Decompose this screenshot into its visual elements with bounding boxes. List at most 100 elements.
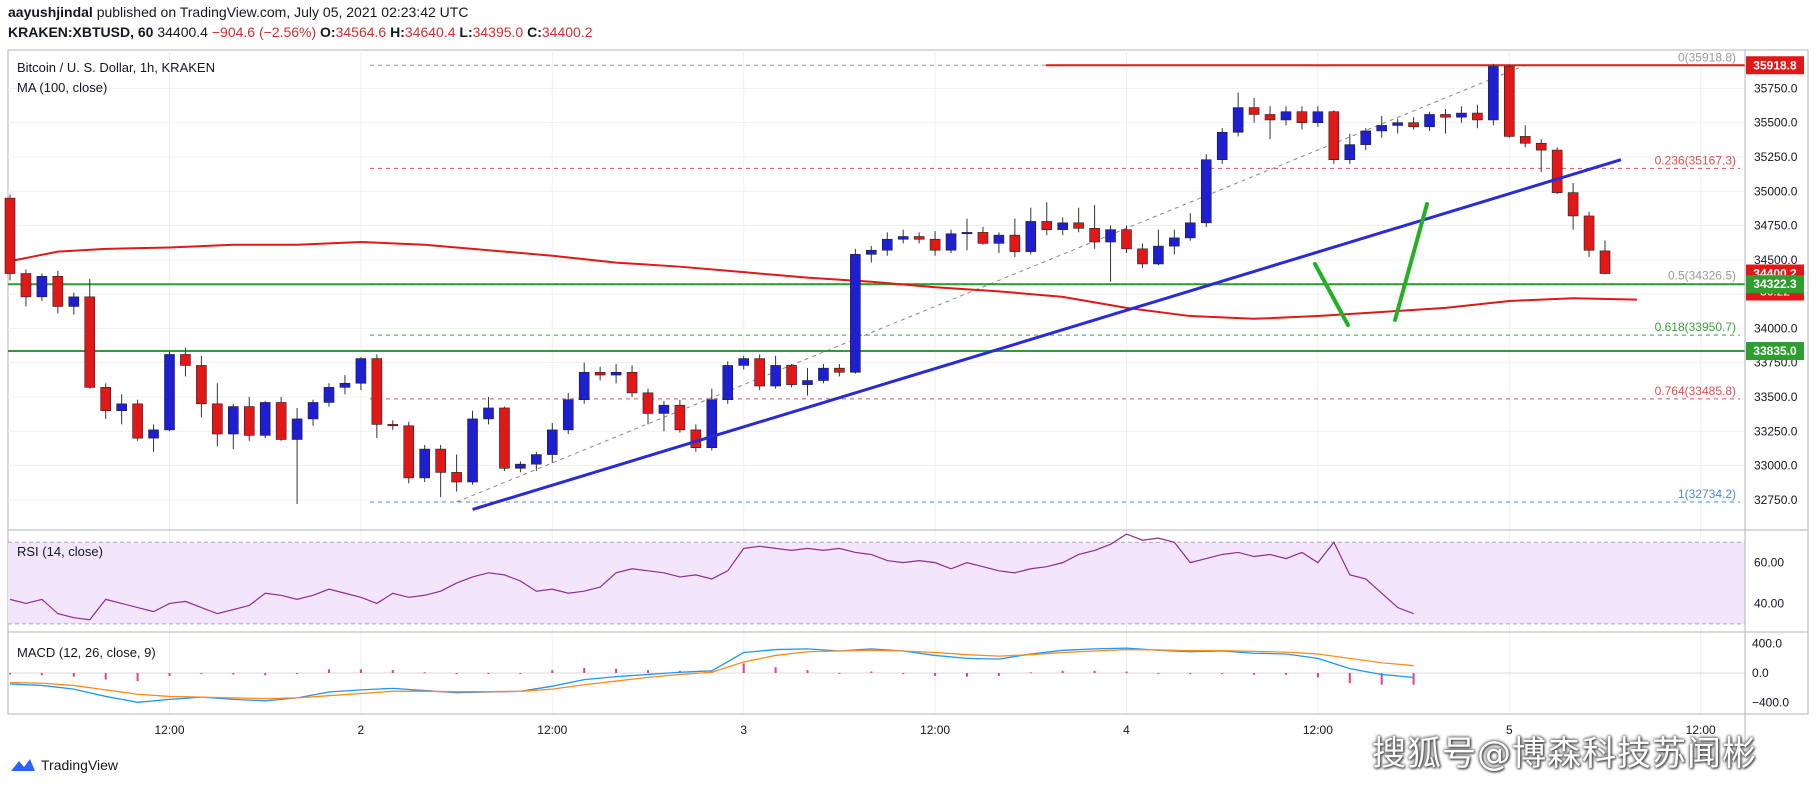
candle-body-40	[642, 392, 654, 414]
candle-body-3	[52, 275, 64, 307]
price-tick-10: 35250.0	[1754, 150, 1798, 164]
candle-body-93	[1488, 66, 1499, 121]
time-axis[interactable]: 12:00 2 12:00 3 12:00 4 12:00 5 12:00	[154, 723, 1716, 737]
macd-hist-bar-17	[551, 670, 554, 673]
candle-body-0	[4, 197, 16, 274]
fibonacci-retracement[interactable]: 0(35918.8) 0.236(35167.3) 0.5(34326.5) 0.61…	[370, 50, 1740, 503]
candle-body-19	[307, 402, 319, 420]
price-label-2: 34322.3	[1753, 277, 1797, 291]
forecast-arrows[interactable]	[1313, 202, 1429, 327]
candle-body-85	[1360, 130, 1372, 145]
macd-hist-bar-43	[1380, 673, 1383, 685]
price-axis[interactable]: USD32750.033000.033250.033500.033750.034…	[1746, 56, 1804, 709]
fib-label-0.618: 0.618(33950.7)	[1655, 320, 1736, 334]
candle-body-95	[1519, 136, 1531, 144]
candle-body-90	[1440, 114, 1451, 118]
macd-hist-bar-18	[583, 667, 586, 673]
macd-hist-bar-15	[487, 673, 490, 674]
candle-body-25	[403, 425, 415, 479]
macd-hist-bar-31	[997, 673, 1000, 676]
macd-hist-bar-35	[1125, 671, 1128, 673]
macd-hist-bar-30	[966, 673, 968, 677]
candle-body-31	[499, 407, 510, 469]
rsi-band	[8, 541, 1745, 625]
candle-body-79	[1264, 114, 1276, 121]
macd-legend: MACD (12, 26, close, 9)	[17, 645, 156, 660]
price-tick-2: 33250.0	[1754, 424, 1798, 438]
candle-body-73	[1169, 237, 1180, 247]
rsi-band-fill	[8, 542, 1745, 624]
candle-body-45	[722, 365, 734, 401]
macd-hist-bar-10	[328, 669, 330, 673]
macd-hist-bar-7	[232, 673, 235, 675]
candle-body-68	[1089, 227, 1100, 243]
candle-body-71	[1137, 248, 1148, 265]
open-label: O:	[320, 24, 336, 40]
candle-body-49	[786, 365, 797, 385]
macd-hist-bar-29	[934, 673, 937, 676]
macd-hist-bar-44	[1412, 673, 1415, 685]
candle-body-57	[913, 236, 925, 240]
fib-label-0: 0(35918.8)	[1678, 50, 1736, 64]
candle-body-76	[1216, 131, 1228, 161]
macd-hist-bar-14	[455, 673, 458, 675]
candle-body-5	[84, 296, 96, 388]
candle-body-81	[1296, 111, 1308, 123]
candle-body-36	[578, 371, 590, 401]
macd-hist-bar-5	[168, 673, 171, 676]
horizontal-lines[interactable]	[8, 64, 1745, 353]
header-published-line: aayushjindal published on TradingView.co…	[8, 4, 468, 20]
macd-hist-bar-20	[647, 670, 649, 673]
time-label-3: 3	[740, 723, 747, 737]
candle-body-33	[531, 454, 542, 465]
author-name[interactable]: aayushjindal	[8, 4, 93, 20]
high-value: 34640.4	[404, 24, 456, 40]
candle-body-21	[339, 382, 351, 388]
candle-body-4	[68, 296, 80, 307]
candle-body-26	[419, 448, 431, 479]
candle-body-47	[754, 358, 765, 387]
candle-body-78	[1248, 107, 1260, 115]
candle-body-28	[451, 472, 462, 483]
pane-dividers	[8, 50, 1808, 742]
candle-body-23	[371, 358, 383, 425]
candle-body-29	[467, 418, 478, 483]
macd-hist-bar-11	[359, 669, 362, 673]
candle-body-44	[706, 399, 718, 449]
price-tick-11: 35500.0	[1754, 116, 1798, 130]
macd-hist-bar-40	[1285, 673, 1287, 675]
candle-body-32	[515, 463, 526, 469]
trendlines[interactable]	[472, 158, 1622, 511]
arrow-down-leg	[1313, 262, 1350, 327]
macd-hist-bar-42	[1348, 673, 1351, 684]
candle-body-1	[20, 273, 32, 298]
macd-hist-bar-8	[264, 673, 267, 676]
candle-body-88	[1408, 122, 1419, 128]
candle-body-16	[259, 402, 271, 436]
macd-hist-bar-41	[1316, 673, 1319, 678]
tradingview-brand: TradingView	[41, 757, 119, 773]
price-tick-9: 35000.0	[1754, 184, 1798, 198]
candle-body-6	[100, 387, 111, 411]
price-tick-7: 34500.0	[1754, 253, 1798, 267]
candle-body-66	[1057, 222, 1068, 230]
candle-body-65	[1041, 221, 1053, 230]
candle-body-80	[1280, 111, 1292, 121]
candle-body-27	[435, 448, 446, 473]
price-tick-5: 34000.0	[1754, 321, 1798, 335]
time-label-5: 4	[1123, 723, 1130, 737]
candle-body-61	[977, 232, 989, 244]
macd-hist-bar-4	[136, 673, 139, 682]
price-tick-1: 33000.0	[1754, 459, 1798, 473]
candle-body-94	[1504, 66, 1515, 137]
macd-hist-bar-38	[1221, 673, 1224, 674]
macd-tick-1: 0.0	[1752, 666, 1769, 680]
tradingview-logo[interactable]: TradingView	[10, 757, 118, 773]
macd-hist-bar-36	[1157, 673, 1160, 674]
candle-body-11	[180, 354, 191, 366]
arrow-up-leg	[1393, 202, 1429, 322]
candle-body-60	[961, 232, 973, 235]
candle-body-100	[1599, 250, 1611, 274]
macd-pane	[8, 647, 1745, 703]
